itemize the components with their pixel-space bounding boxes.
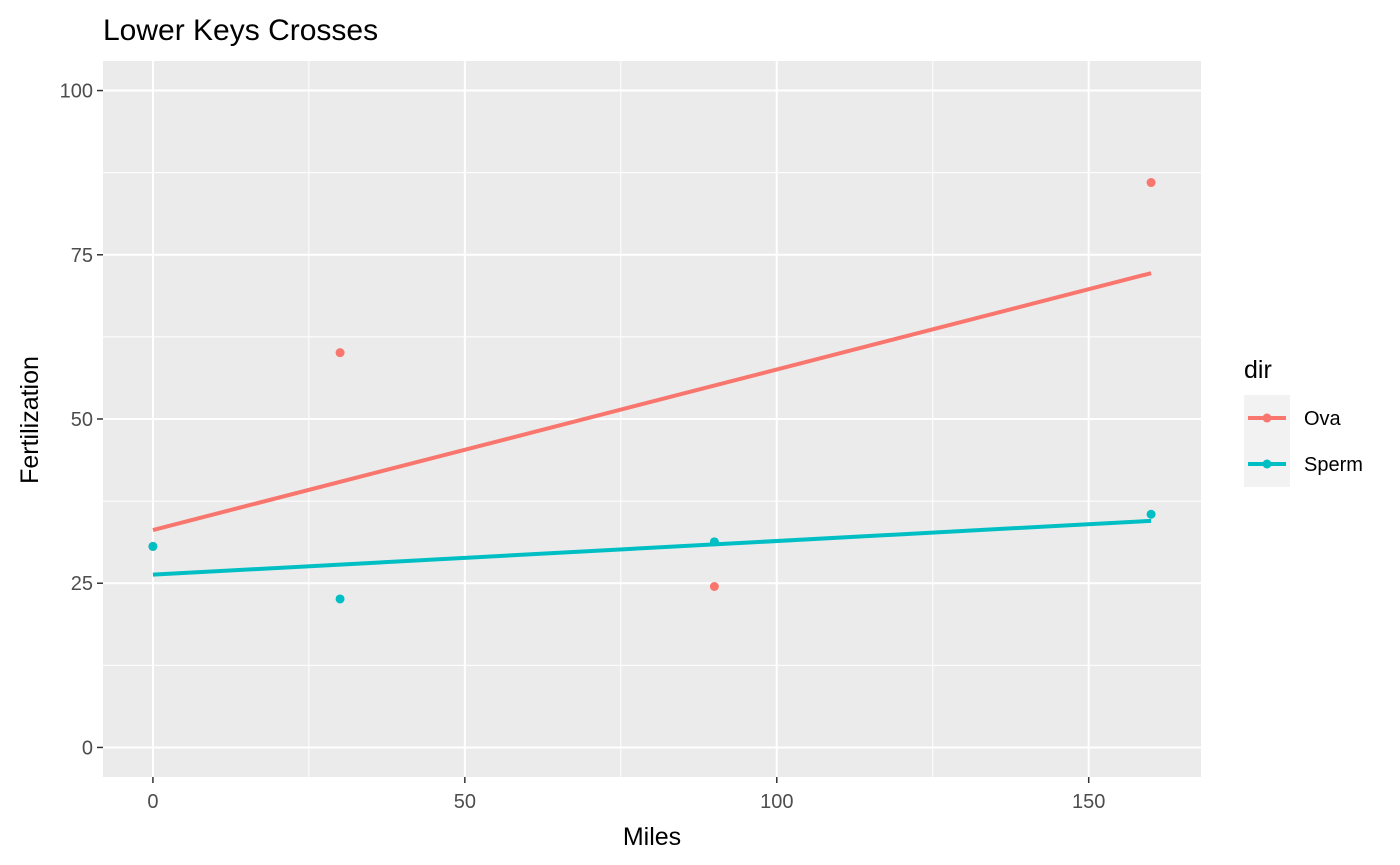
legend: dir Ova Sperm bbox=[1244, 356, 1363, 487]
y-axis-title: Fertilization bbox=[16, 356, 44, 484]
legend-key-point bbox=[1262, 459, 1272, 469]
data-points bbox=[148, 178, 1156, 604]
data-point-ova bbox=[1146, 178, 1156, 188]
data-point-ova bbox=[335, 348, 345, 358]
fit-line-sperm bbox=[152, 518, 1152, 577]
y-tick-label: 100 bbox=[60, 81, 93, 103]
fit-lines bbox=[152, 271, 1152, 577]
fit-line-ova bbox=[152, 271, 1152, 532]
legend-label-ova: Ova bbox=[1304, 408, 1342, 430]
x-tick-label: 50 bbox=[454, 791, 476, 813]
legend-keys: Ova Sperm bbox=[1244, 395, 1363, 487]
data-point-sperm bbox=[1146, 509, 1156, 519]
y-tick-label: 75 bbox=[71, 245, 93, 267]
y-axis-ticks: 0 25 50 75 100 bbox=[60, 81, 103, 759]
y-tick-label: 25 bbox=[71, 573, 93, 595]
chart-title: Lower Keys Crosses bbox=[103, 14, 378, 47]
x-tick-label: 150 bbox=[1072, 791, 1105, 813]
x-axis-title: Miles bbox=[623, 823, 681, 851]
legend-key-point bbox=[1262, 413, 1272, 423]
legend-title: dir bbox=[1244, 356, 1272, 384]
x-tick-label: 100 bbox=[760, 791, 793, 813]
x-tick-label: 0 bbox=[147, 791, 158, 813]
grid-major bbox=[103, 61, 1201, 777]
y-tick-label: 50 bbox=[71, 409, 93, 431]
data-point-sperm bbox=[148, 541, 158, 551]
legend-label-sperm: Sperm bbox=[1304, 454, 1363, 476]
data-point-ova bbox=[709, 582, 719, 592]
x-axis-ticks: 0 50 100 150 bbox=[147, 777, 1105, 813]
data-point-sperm bbox=[335, 594, 345, 604]
y-tick-label: 0 bbox=[82, 737, 93, 759]
data-point-sperm bbox=[709, 537, 719, 547]
